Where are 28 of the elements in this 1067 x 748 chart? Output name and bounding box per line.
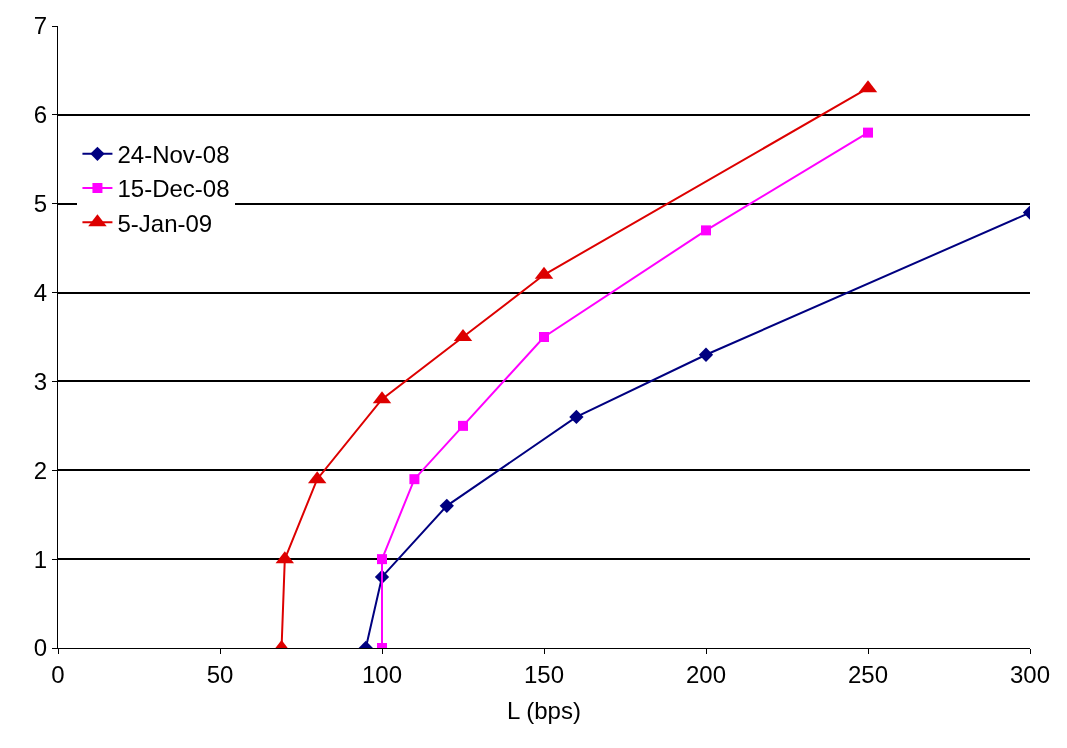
x-axis-title: L (bps) (507, 697, 581, 725)
y-tick-label: 1 (33, 545, 48, 573)
x-tick-label: 250 (847, 660, 889, 688)
point (377, 554, 387, 565)
x-tick-label: 150 (523, 660, 565, 688)
point (539, 332, 549, 342)
legend-label: 15-Dec-08 (117, 175, 230, 203)
x-tick-label: 50 (206, 660, 234, 688)
legend-label: 24-Nov-08 (117, 141, 230, 169)
y-tick-label: 7 (33, 12, 48, 40)
y-tick-label: 3 (33, 367, 48, 395)
point (701, 225, 711, 236)
point (863, 127, 873, 138)
point (569, 409, 584, 425)
legend-label: 5-Jan-09 (117, 209, 213, 237)
y-tick-label: 2 (33, 456, 48, 484)
x-tick-label: 0 (51, 660, 65, 688)
y-tick-label: 0 (33, 634, 48, 662)
point (409, 474, 420, 485)
point (458, 420, 468, 431)
point (698, 347, 714, 362)
y-tick-label: 4 (33, 278, 48, 306)
y-tick-label: 6 (33, 101, 48, 129)
point (439, 498, 454, 513)
x-tick-label: 200 (685, 660, 727, 688)
x-tick-label: 100 (361, 660, 403, 688)
y-tick-label: 5 (33, 190, 48, 218)
x-tick-label: 300 (1009, 660, 1051, 688)
